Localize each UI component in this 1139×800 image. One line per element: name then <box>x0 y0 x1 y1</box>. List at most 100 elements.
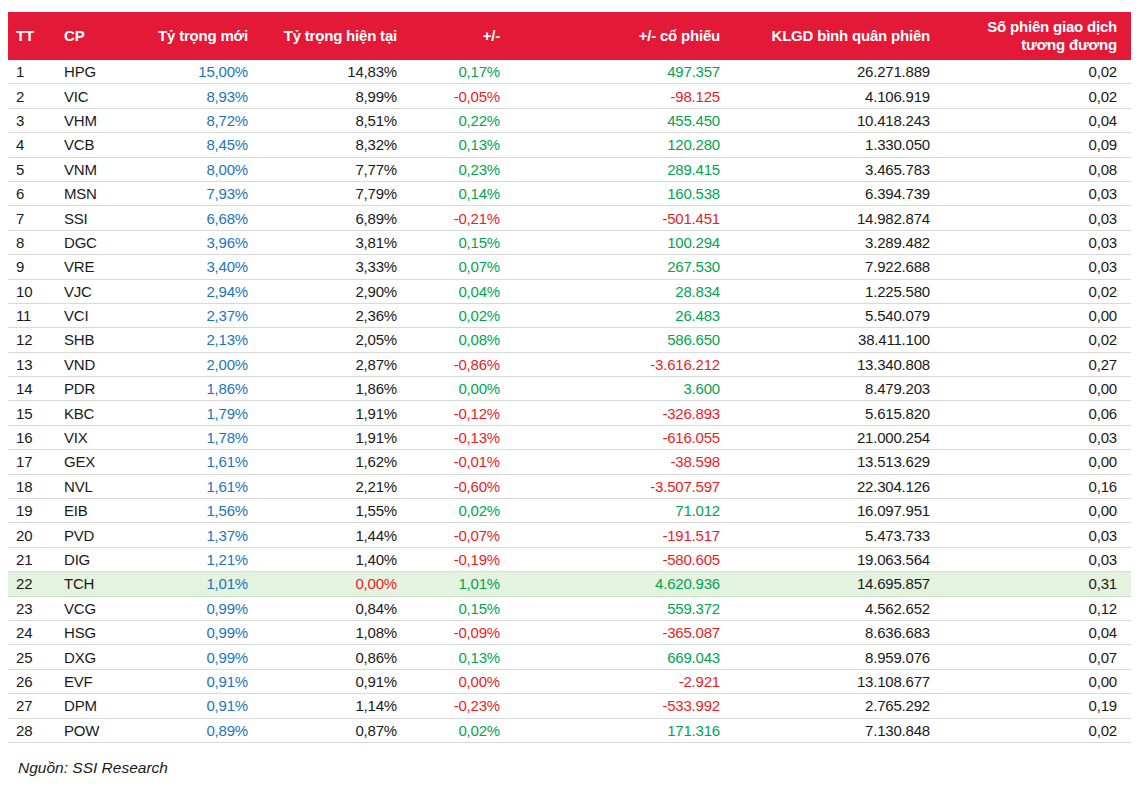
cell-current-weight: 8,32% <box>262 133 411 157</box>
cell-new-weight: 8,93% <box>130 84 262 108</box>
cell-avg-volume: 13.513.629 <box>734 450 944 474</box>
cell-avg-volume: 3.465.783 <box>734 157 944 181</box>
cell-ticker: VIX <box>56 425 130 449</box>
cell-sessions: 0,03 <box>944 425 1131 449</box>
cell-change: -0,19% <box>411 547 514 571</box>
cell-share-change: -98.125 <box>514 84 734 108</box>
cell-avg-volume: 5.540.079 <box>734 303 944 327</box>
cell-change: 0,15% <box>411 230 514 254</box>
cell-change: -0,09% <box>411 620 514 644</box>
cell-share-change: 586.650 <box>514 328 734 352</box>
cell-ticker: VCI <box>56 303 130 327</box>
cell-new-weight: 1,61% <box>130 450 262 474</box>
cell-avg-volume: 8.959.076 <box>734 645 944 669</box>
cell-share-change: -580.605 <box>514 547 734 571</box>
col-header-tt: TT <box>8 12 56 60</box>
cell-avg-volume: 8.479.203 <box>734 377 944 401</box>
cell-avg-volume: 13.108.677 <box>734 669 944 693</box>
cell-current-weight: 2,36% <box>262 303 411 327</box>
cell-ticker: VJC <box>56 279 130 303</box>
cell-current-weight: 0,00% <box>262 572 411 596</box>
cell-ticker: HPG <box>56 60 130 84</box>
cell-avg-volume: 16.097.951 <box>734 499 944 523</box>
cell-sessions: 0,03 <box>944 255 1131 279</box>
cell-sessions: 0,00 <box>944 669 1131 693</box>
cell-new-weight: 1,21% <box>130 547 262 571</box>
col-header-equivalent-sessions: Số phiên giao dịch tương đương <box>944 12 1131 60</box>
table-row: 1 HPG 15,00% 14,83% 0,17% 497.357 26.271… <box>8 60 1131 84</box>
table-row: 12 SHB 2,13% 2,05% 0,08% 586.650 38.411.… <box>8 328 1131 352</box>
col-header-change: +/- <box>411 12 514 60</box>
cell-avg-volume: 4.562.652 <box>734 596 944 620</box>
cell-ticker: VIC <box>56 84 130 108</box>
table-row: 28 POW 0,89% 0,87% 0,02% 171.316 7.130.8… <box>8 718 1131 742</box>
cell-rank: 26 <box>8 669 56 693</box>
cell-change: -0,13% <box>411 425 514 449</box>
table-row: 19 EIB 1,56% 1,55% 0,02% 71.012 16.097.9… <box>8 499 1131 523</box>
table-header-row: TT CP Tỷ trọng mới Tỷ trọng hiện tại +/-… <box>8 12 1131 60</box>
cell-share-change: 100.294 <box>514 230 734 254</box>
cell-current-weight: 14,83% <box>262 60 411 84</box>
cell-new-weight: 1,37% <box>130 523 262 547</box>
cell-share-change: 669.043 <box>514 645 734 669</box>
cell-rank: 11 <box>8 303 56 327</box>
cell-new-weight: 0,91% <box>130 694 262 718</box>
cell-current-weight: 7,79% <box>262 181 411 205</box>
cell-change: 0,00% <box>411 377 514 401</box>
table-row: 14 PDR 1,86% 1,86% 0,00% 3.600 8.479.203… <box>8 377 1131 401</box>
cell-sessions: 0,00 <box>944 303 1131 327</box>
table-row: 8 DGC 3,96% 3,81% 0,15% 100.294 3.289.48… <box>8 230 1131 254</box>
table-row: 2 VIC 8,93% 8,99% -0,05% -98.125 4.106.9… <box>8 84 1131 108</box>
cell-sessions: 0,00 <box>944 450 1131 474</box>
cell-change: -0,07% <box>411 523 514 547</box>
cell-rank: 5 <box>8 157 56 181</box>
cell-share-change: 28.834 <box>514 279 734 303</box>
cell-rank: 17 <box>8 450 56 474</box>
cell-change: 0,07% <box>411 255 514 279</box>
cell-ticker: NVL <box>56 474 130 498</box>
cell-share-change: -3.616.212 <box>514 352 734 376</box>
cell-new-weight: 8,45% <box>130 133 262 157</box>
cell-sessions: 0,12 <box>944 596 1131 620</box>
cell-new-weight: 2,00% <box>130 352 262 376</box>
table-row: 15 KBC 1,79% 1,91% -0,12% -326.893 5.615… <box>8 401 1131 425</box>
cell-change: -0,60% <box>411 474 514 498</box>
cell-current-weight: 2,21% <box>262 474 411 498</box>
cell-avg-volume: 19.063.564 <box>734 547 944 571</box>
col-header-new-weight: Tỷ trọng mới <box>130 12 262 60</box>
cell-change: 0,15% <box>411 596 514 620</box>
cell-sessions: 0,00 <box>944 377 1131 401</box>
cell-share-change: 120.280 <box>514 133 734 157</box>
cell-change: -0,86% <box>411 352 514 376</box>
cell-share-change: -365.087 <box>514 620 734 644</box>
index-rebalance-table-wrap: TT CP Tỷ trọng mới Tỷ trọng hiện tại +/-… <box>0 0 1139 777</box>
table-row: 17 GEX 1,61% 1,62% -0,01% -38.598 13.513… <box>8 450 1131 474</box>
table-row: 27 DPM 0,91% 1,14% -0,23% -533.992 2.765… <box>8 694 1131 718</box>
cell-sessions: 0,16 <box>944 474 1131 498</box>
cell-sessions: 0,02 <box>944 279 1131 303</box>
cell-avg-volume: 13.340.808 <box>734 352 944 376</box>
cell-avg-volume: 10.418.243 <box>734 108 944 132</box>
cell-change: 0,00% <box>411 669 514 693</box>
table-body: 1 HPG 15,00% 14,83% 0,17% 497.357 26.271… <box>8 60 1131 742</box>
cell-change: 0,13% <box>411 133 514 157</box>
cell-rank: 16 <box>8 425 56 449</box>
cell-ticker: MSN <box>56 181 130 205</box>
cell-rank: 10 <box>8 279 56 303</box>
cell-share-change: 455.450 <box>514 108 734 132</box>
cell-change: 0,02% <box>411 718 514 742</box>
cell-new-weight: 8,72% <box>130 108 262 132</box>
cell-ticker: PDR <box>56 377 130 401</box>
cell-current-weight: 1,62% <box>262 450 411 474</box>
cell-change: -0,21% <box>411 206 514 230</box>
col-header-avg-volume: KLGD bình quân phiên <box>734 12 944 60</box>
cell-sessions: 0,03 <box>944 206 1131 230</box>
cell-sessions: 0,02 <box>944 60 1131 84</box>
cell-share-change: -326.893 <box>514 401 734 425</box>
cell-ticker: POW <box>56 718 130 742</box>
cell-rank: 15 <box>8 401 56 425</box>
cell-avg-volume: 1.330.050 <box>734 133 944 157</box>
cell-ticker: TCH <box>56 572 130 596</box>
cell-current-weight: 1,14% <box>262 694 411 718</box>
cell-change: 0,02% <box>411 303 514 327</box>
